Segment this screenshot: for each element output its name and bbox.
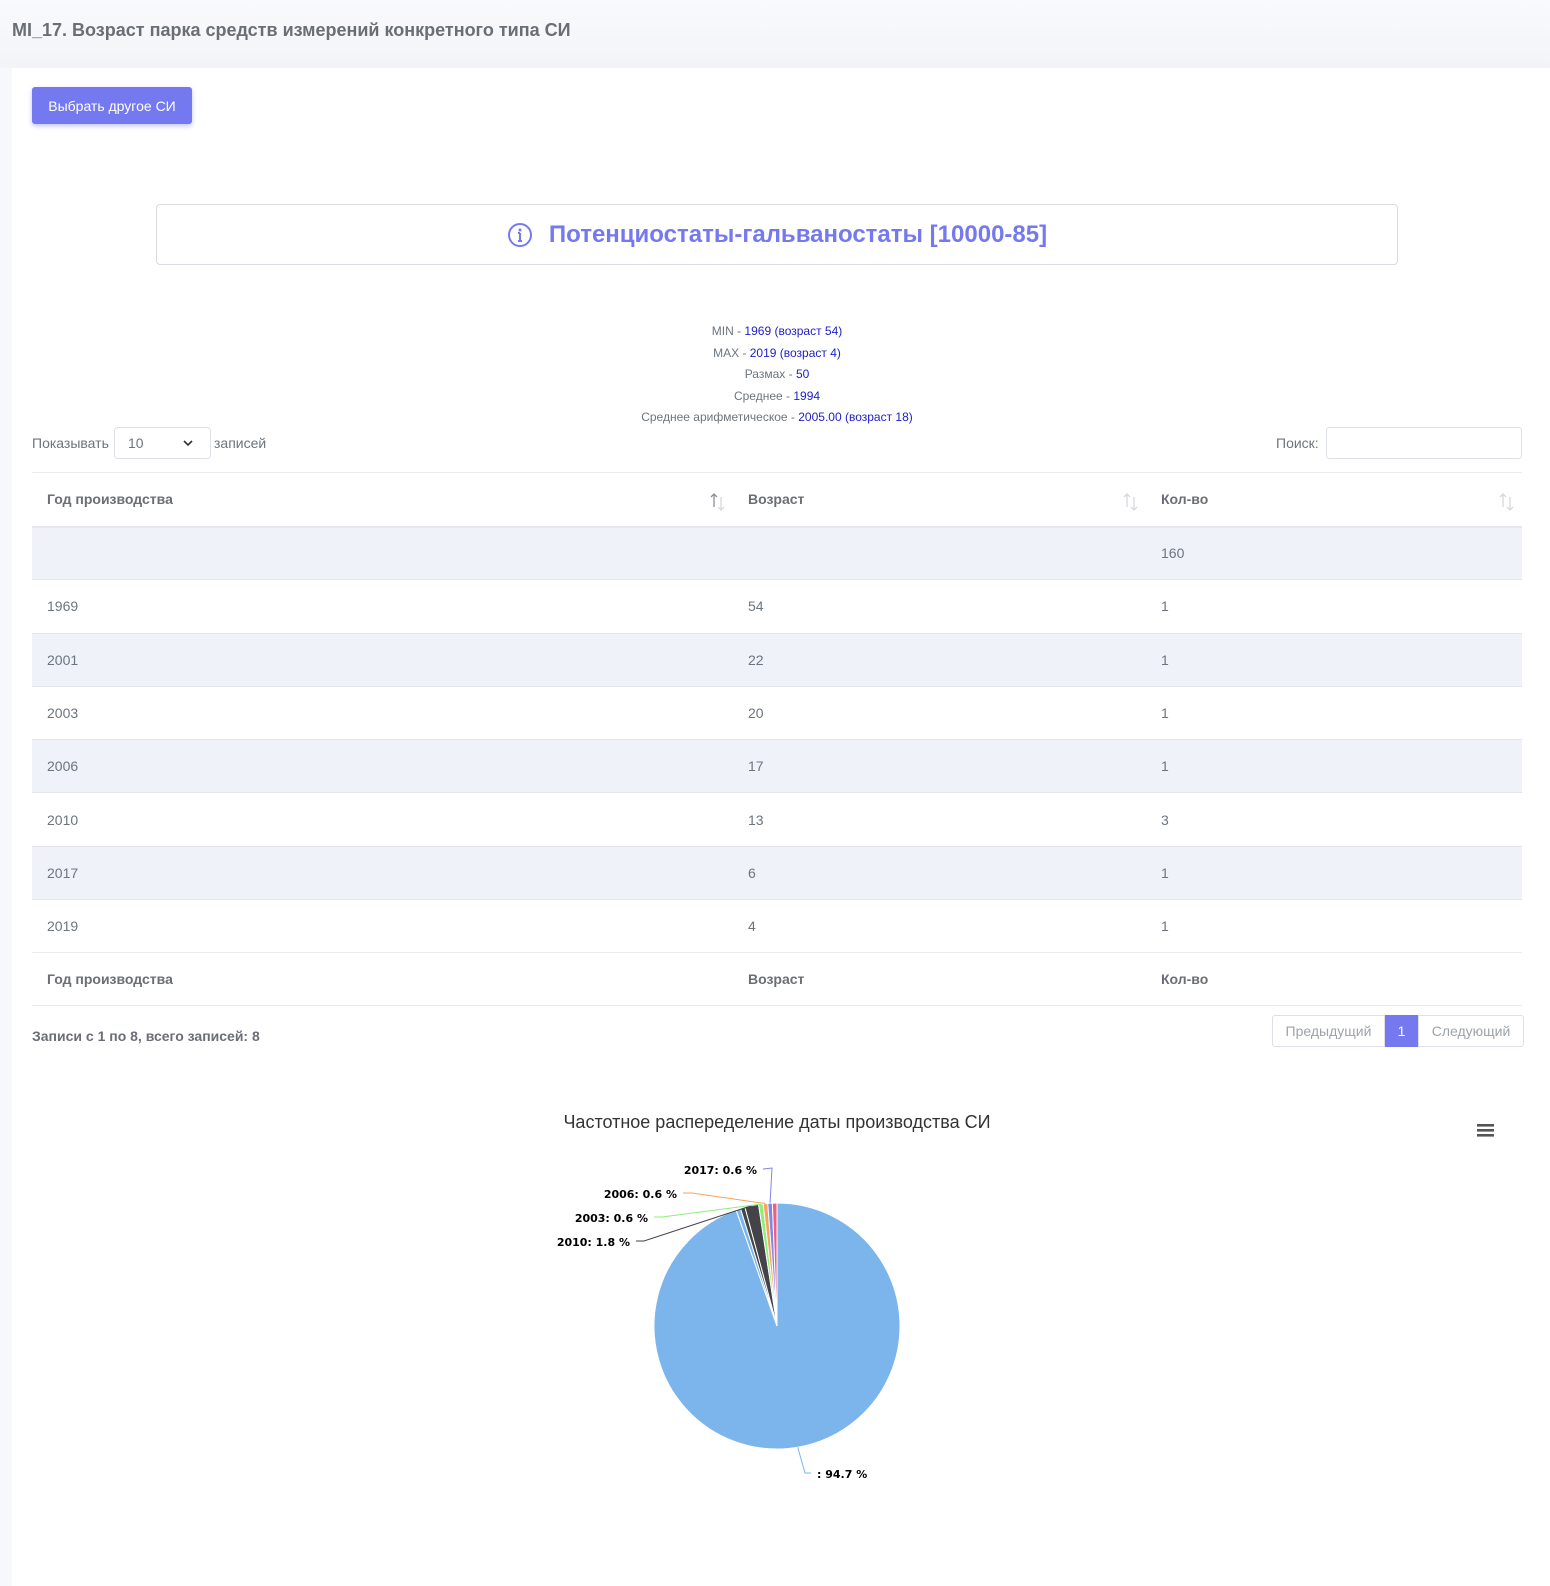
search-input[interactable] (1326, 427, 1522, 459)
stat-max: MAX - 2019 (возраст 4) (12, 343, 1542, 365)
pie-slice-2019[interactable] (771, 1202, 778, 1327)
stat-range-label: Размах - (744, 367, 796, 381)
table-row: 1969 54 1 (32, 579, 1522, 634)
info-icon (507, 222, 532, 247)
search-label: Поиск: (1276, 435, 1319, 451)
table-row: 2019 4 1 (32, 899, 1522, 953)
table-row: 2006 17 1 (32, 739, 1522, 793)
page-length-value: 10 (128, 435, 144, 451)
select-other-si-button[interactable]: Выбрать другое СИ (32, 87, 192, 124)
pagination: Предыдущий 1 Следующий (1272, 1015, 1524, 1047)
cell-age: 13 (733, 792, 1146, 847)
sort-icon (1499, 493, 1514, 511)
cell-age: 22 (733, 632, 1146, 687)
stat-min: MIN - 1969 (возраст 54) (12, 321, 1542, 343)
age-table: Год производства Возраст Кол-во 160 1969… (32, 472, 1522, 1007)
sort-icon (1123, 493, 1138, 511)
cell-age: 54 (733, 579, 1146, 634)
cell-count: 1 (1146, 579, 1522, 634)
table-row: 2010 13 3 (32, 792, 1522, 847)
pie-connector (636, 1205, 752, 1242)
cell-age: 4 (733, 899, 1146, 953)
instrument-title: Потенциостаты-гальваностаты [10000-85] (548, 220, 1048, 248)
pie-data-label: 2003: 0.6 % (575, 1212, 648, 1225)
table-info: Записи с 1 по 8, всего записей: 8 (32, 1028, 260, 1044)
table-row: 160 (32, 525, 1522, 580)
chevron-down-icon (183, 440, 193, 447)
column-header-count-label: Кол-во (1161, 491, 1209, 508)
chart-menu-icon[interactable] (1476, 1122, 1496, 1138)
page-length-select[interactable]: 10 (114, 427, 211, 459)
column-header-year-label: Год производства (47, 491, 173, 508)
stat-mean: Среднее - 1994 (12, 386, 1542, 408)
column-header-age-label: Возраст (748, 491, 805, 508)
cell-count: 3 (1146, 792, 1522, 847)
cell-year: 2003 (32, 685, 733, 740)
cell-year: 2001 (32, 632, 733, 687)
cell-year: 2010 (32, 792, 733, 847)
pie-data-label: 2017: 0.6 % (684, 1164, 757, 1177)
pie-data-label: 2006: 0.6 % (604, 1188, 677, 1201)
cell-age: 20 (733, 685, 1146, 740)
cell-count: 1 (1146, 899, 1522, 953)
pie-connector (683, 1192, 766, 1205)
page-header: MI_17. Возраст парка средств измерений к… (0, 0, 1550, 68)
sort-asc-icon (710, 493, 725, 511)
column-header-age[interactable]: Возраст (733, 472, 1146, 528)
stat-range: Размах - 50 (12, 364, 1542, 386)
content-card: Выбрать другое СИ Потенциостаты-гальвано… (12, 68, 1550, 1586)
page-title: MI_17. Возраст парка средств измерений к… (12, 20, 571, 40)
stat-range-value: 50 (795, 367, 810, 381)
pie-chart: : 94.7 % 2010: 1.8 % 2003: 0.6 % 2006: 0.6 … (557, 1164, 901, 1481)
pie-connector (797, 1447, 811, 1474)
cell-count: 1 (1146, 632, 1522, 687)
page-1-button[interactable]: 1 (1385, 1015, 1418, 1047)
stat-arith-value: 2005.00 (возраст 18) (798, 410, 913, 424)
pie-data-label: 2010: 1.8 % (557, 1236, 630, 1249)
stat-max-label: MAX - (713, 345, 750, 360)
cell-age: 17 (733, 739, 1146, 793)
cell-year: 1969 (32, 579, 733, 634)
cell-count: 1 (1146, 845, 1522, 900)
footer-count: Кол-во (1146, 952, 1522, 1007)
stat-min-value: 1969 (возраст 54) (744, 324, 843, 338)
next-page-button[interactable]: Следующий (1418, 1015, 1524, 1047)
cell-count: 160 (1146, 525, 1522, 580)
footer-year: Год производства (32, 952, 733, 1007)
prev-page-button[interactable]: Предыдущий (1272, 1015, 1385, 1047)
cell-count: 1 (1146, 739, 1522, 793)
cell-age: 6 (733, 845, 1146, 900)
footer-age: Возраст (733, 952, 1146, 1007)
records-label: записей (214, 435, 267, 451)
column-header-year[interactable]: Год производства (32, 472, 733, 528)
cell-year: 2019 (32, 899, 733, 953)
stat-min-label: MIN - (711, 324, 745, 338)
table-row: 2001 22 1 (32, 632, 1522, 687)
table-row: 2003 20 1 (32, 685, 1522, 740)
cell-age (733, 525, 1146, 580)
pie-connector (762, 1167, 773, 1204)
instrument-banner: Потенциостаты-гальваностаты [10000-85] (156, 204, 1398, 265)
column-header-count[interactable]: Кол-во (1146, 472, 1522, 528)
cell-count: 1 (1146, 685, 1522, 740)
stat-mean-label: Среднее - (733, 388, 794, 403)
stat-arith-label: Среднее арифметическое - (641, 410, 799, 424)
cell-year: 2006 (32, 739, 733, 793)
cell-year (32, 525, 733, 580)
page-length-label: Показывать (32, 435, 109, 451)
table-footer-row: Год производства Возраст Кол-во (32, 952, 1522, 1007)
stat-arith-mean: Среднее арифметическое - 2005.00 (возрас… (12, 407, 1542, 429)
table-row: 2017 6 1 (32, 845, 1522, 900)
chart-title: Частотное распеределение даты производст… (563, 1112, 991, 1132)
pie-connector (654, 1203, 761, 1218)
cell-year: 2017 (32, 845, 733, 900)
pie-data-label: : 94.7 % (817, 1468, 867, 1481)
stat-mean-value: 1994 (793, 388, 821, 403)
table-header-row: Год производства Возраст Кол-во (32, 472, 1522, 528)
stat-max-value: 2019 (возраст 4) (749, 345, 841, 360)
stats-block: MIN - 1969 (возраст 54) MAX - 2019 (возр… (12, 321, 1542, 429)
